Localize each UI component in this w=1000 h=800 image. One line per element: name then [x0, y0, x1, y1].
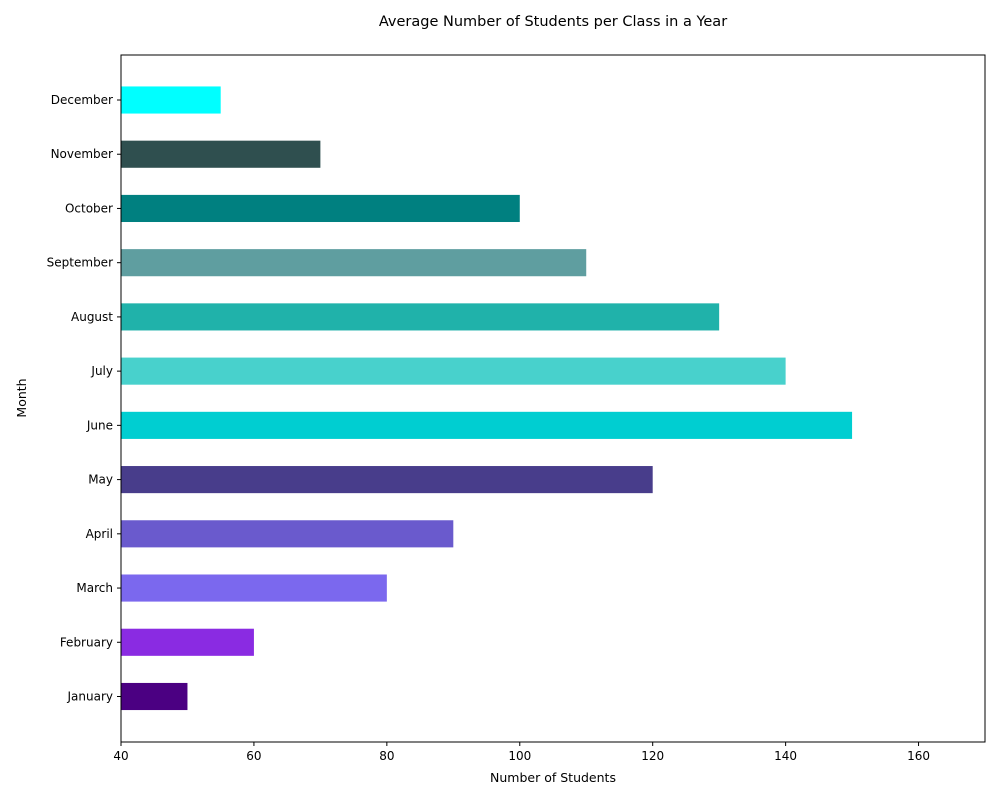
y-tick-label-december: December: [51, 93, 113, 107]
x-tick-label-60: 60: [246, 749, 261, 763]
y-tick-label-february: February: [60, 635, 113, 649]
y-tick-label-november: November: [51, 147, 113, 161]
bar-august: [121, 303, 720, 331]
bar-october: [121, 194, 520, 223]
x-tick-label-40: 40: [113, 749, 128, 763]
bar-april: [121, 520, 454, 548]
y-tick-label-august: August: [71, 310, 113, 324]
y-tick-label-october: October: [65, 201, 113, 215]
plot-frame: [120, 54, 986, 743]
y-tick-label-june: June: [86, 418, 113, 432]
y-tick-label-may: May: [88, 473, 113, 487]
y-tick-label-september: September: [47, 256, 113, 270]
bar-september: [121, 249, 587, 277]
bar-june: [121, 411, 853, 439]
y-tick-label-march: March: [76, 581, 113, 595]
x-axis: 40 60 80 100 120 140 160: [113, 742, 930, 763]
x-tick-label-160: 160: [907, 749, 930, 763]
x-tick-label-120: 120: [641, 749, 664, 763]
bar-november: [121, 140, 321, 168]
y-axis: January February March April May June July Augu…: [47, 93, 121, 704]
y-tick-label-july: July: [90, 364, 113, 378]
bar-december: [121, 86, 221, 114]
bar-february: [121, 628, 254, 656]
x-axis-title: Number of Students: [490, 770, 616, 785]
bar-july: [121, 357, 786, 385]
x-tick-label-80: 80: [379, 749, 394, 763]
bar-march: [121, 574, 387, 602]
bar-january: [121, 682, 188, 711]
y-tick-label-january: January: [67, 690, 114, 704]
y-axis-title: Month: [14, 378, 29, 417]
x-tick-label-140: 140: [774, 749, 797, 763]
y-tick-label-april: April: [86, 527, 113, 541]
chart-title: Average Number of Students per Class in …: [379, 14, 727, 30]
bar-may: [121, 466, 653, 494]
x-tick-label-100: 100: [508, 749, 531, 763]
bars-group: [121, 86, 853, 711]
